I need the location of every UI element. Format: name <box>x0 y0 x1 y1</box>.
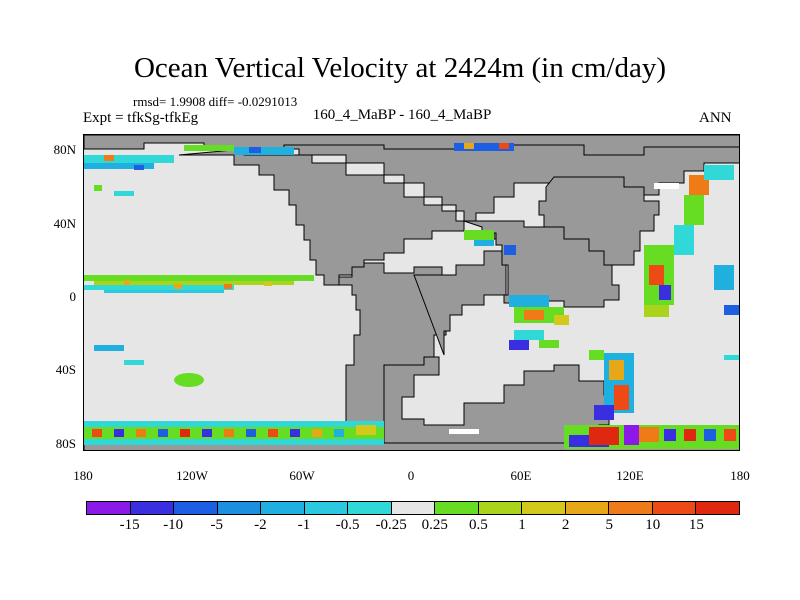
colorbar-swatch <box>87 502 131 514</box>
lat-label-80n: 80N <box>53 142 76 157</box>
colorbar-label: 0.25 <box>421 517 448 533</box>
lon-label-180w: 180 <box>73 468 93 483</box>
colorbar-label: -0.25 <box>375 517 407 533</box>
colorbar-label: 0.5 <box>469 517 488 533</box>
lon-label-0: 0 <box>407 468 415 483</box>
colorbar-swatch <box>348 502 392 514</box>
stats-text: rmsd= 1.9908 diff= -0.0291013 <box>133 94 298 109</box>
map-subtitle: 160_4_MaBP - 160_4_MaBP <box>312 107 492 123</box>
colorbar-label: -2 <box>254 517 267 533</box>
lat-label-40n: 40N <box>53 216 76 231</box>
colorbar-swatch <box>478 502 523 514</box>
colorbar-swatch <box>391 502 436 514</box>
season-label: ANN <box>699 110 732 126</box>
colorbar-label: 2 <box>561 517 570 533</box>
colorbar-swatch <box>522 502 566 514</box>
lon-label-60e: 60E <box>510 468 532 483</box>
land-layer <box>84 135 739 450</box>
colorbar-swatch <box>696 502 739 514</box>
lat-label-40s: 40S <box>55 362 76 377</box>
colorbar-swatch <box>174 502 218 514</box>
lon-label-180e: 180 <box>730 468 750 483</box>
lat-label-80s: 80S <box>55 436 76 451</box>
colorbar-label: 15 <box>688 517 704 533</box>
colorbar-swatch <box>217 502 262 514</box>
map-panel <box>83 134 740 451</box>
lon-label-60w: 60W <box>289 468 315 483</box>
colorbar-label: -10 <box>163 517 184 533</box>
colorbar-label: 1 <box>518 517 526 533</box>
colorbar-swatch <box>130 502 175 514</box>
colorbar-label: 5 <box>605 517 613 533</box>
colorbar <box>86 501 740 515</box>
lon-label-120e: 120E <box>616 468 644 483</box>
colorbar-label: -0.5 <box>335 517 360 533</box>
colorbar-swatch <box>565 502 610 514</box>
map-graphic <box>84 135 739 450</box>
colorbar-swatch <box>652 502 697 514</box>
lon-label-120w: 120W <box>176 468 208 483</box>
velocity-field <box>84 143 739 449</box>
colorbar-swatch <box>435 502 479 514</box>
colorbar-label: 10 <box>645 517 661 533</box>
colorbar-label: -5 <box>210 517 224 533</box>
lat-label-0: 0 <box>69 289 77 304</box>
experiment-label: Expt = tfkSg-tfkEg <box>83 110 199 126</box>
colorbar-label: -15 <box>119 517 140 533</box>
colorbar-swatch <box>304 502 349 514</box>
colorbar-swatch <box>261 502 305 514</box>
map-title: Ocean Vertical Velocity at 2424m (in cm/… <box>133 52 667 84</box>
colorbar-label: -1 <box>297 517 311 533</box>
colorbar-swatch <box>609 502 653 514</box>
